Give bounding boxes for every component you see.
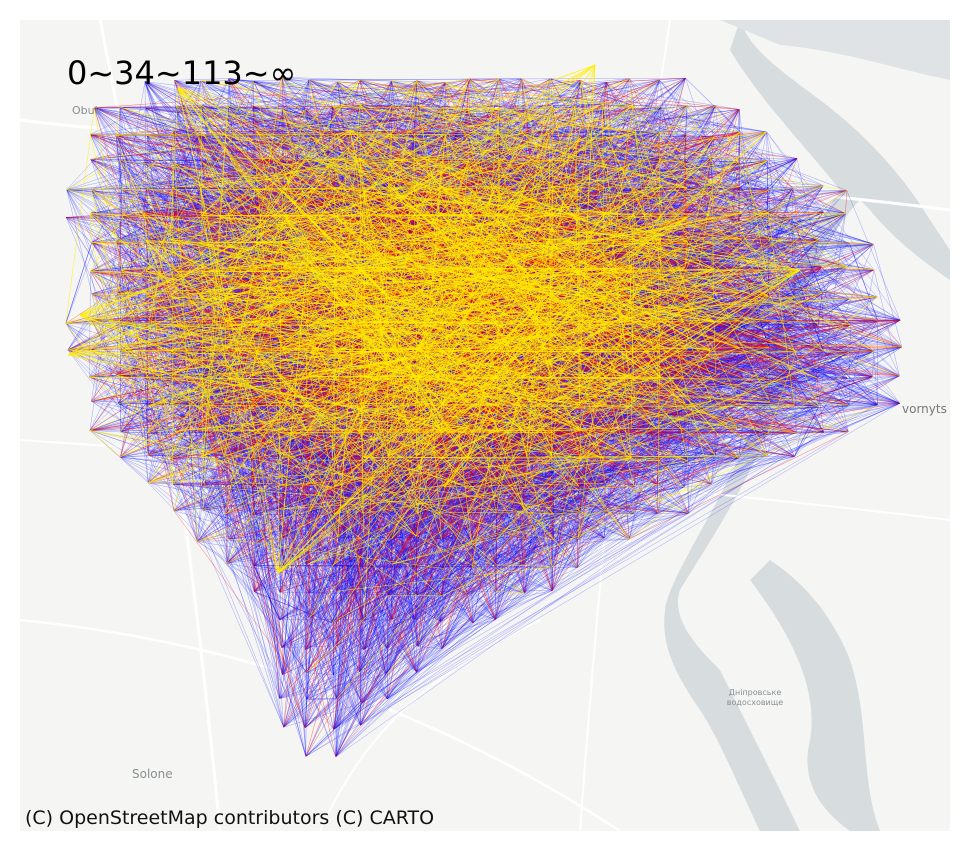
map-frame[interactable]: Obuk Solone Дніпровське водосховище vorn… — [20, 20, 950, 831]
place-label-bezvornyts: vornyts — [902, 402, 947, 416]
place-label-solone: Solone — [132, 767, 173, 781]
water-top-right — [720, 20, 950, 80]
reservoir — [750, 560, 880, 831]
od-flow-network — [65, 64, 903, 758]
flow-class-legend: 0~34~113~∞ — [67, 54, 297, 92]
map-attribution: (C) OpenStreetMap contributors (C) CARTO — [25, 807, 435, 829]
place-label-obukhiv: Obuk — [72, 104, 101, 117]
place-label-reservoir: Дніпровське водосховище — [726, 688, 784, 707]
flow-lines-high — [65, 64, 902, 699]
